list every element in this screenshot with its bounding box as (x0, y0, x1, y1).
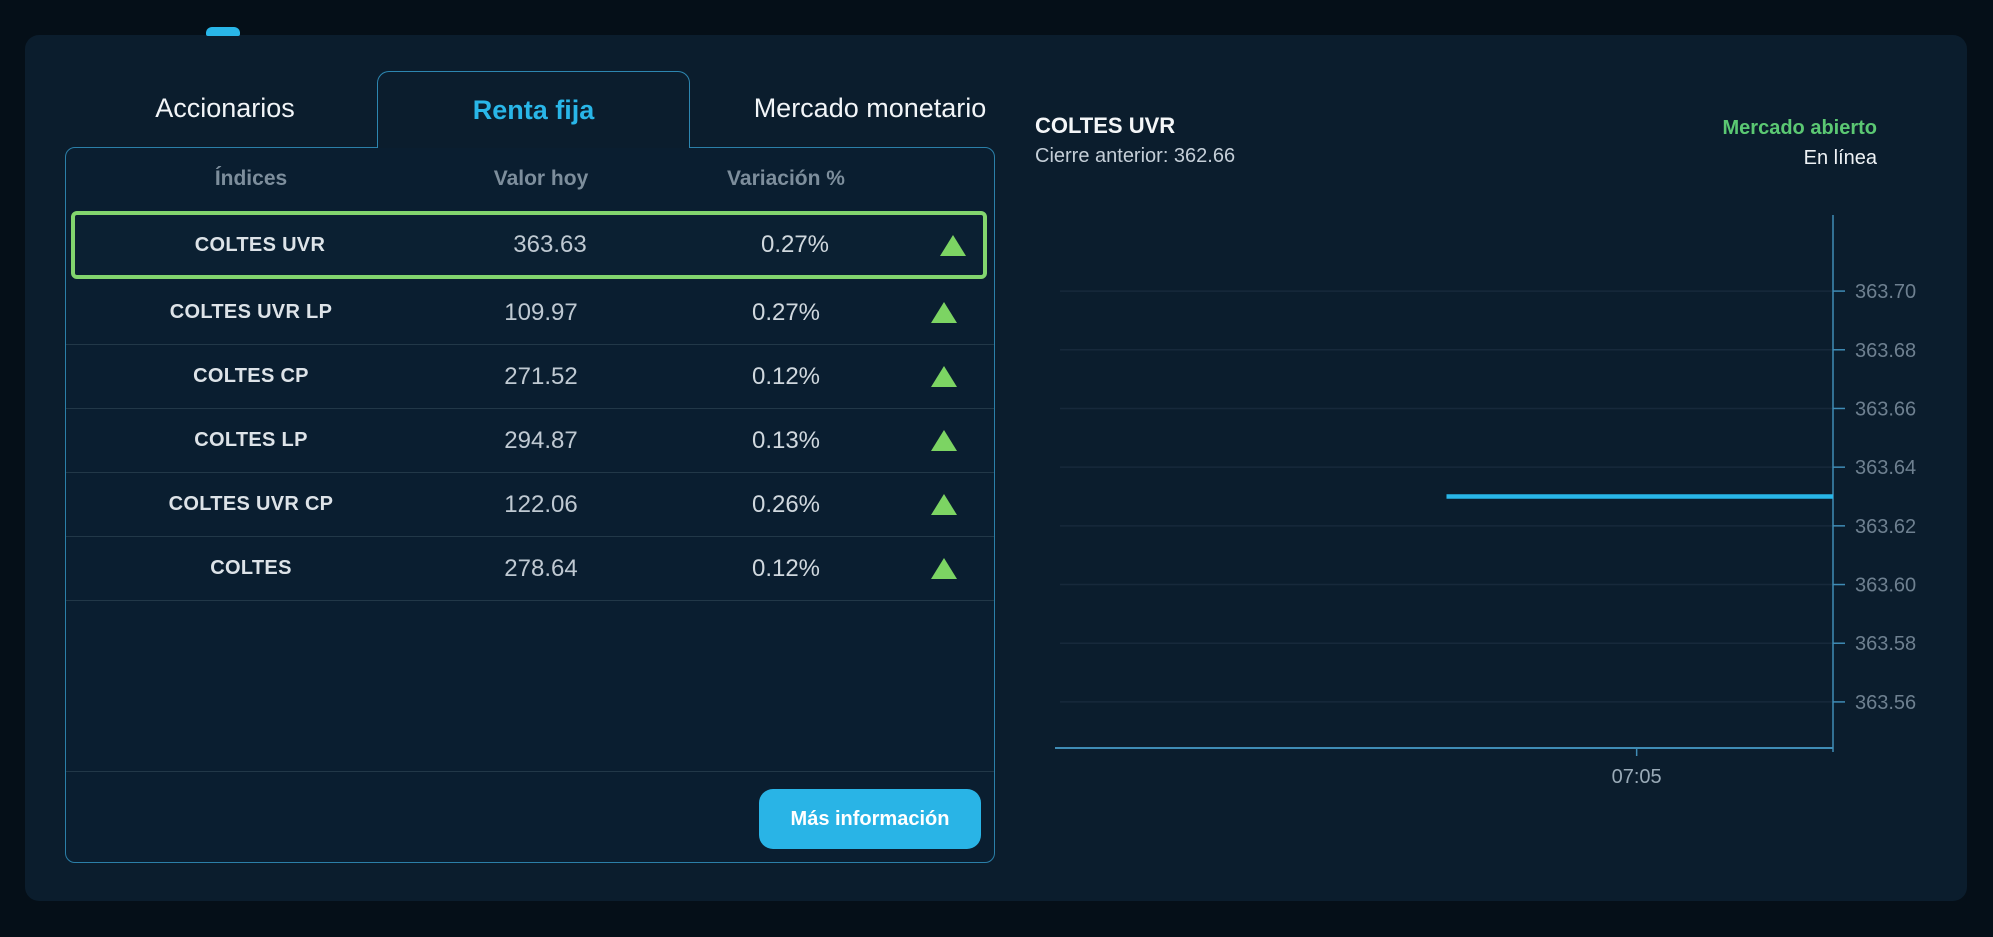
quote-status-block: Mercado abierto En línea (1723, 113, 1877, 173)
column-header-variacion: Variación % (727, 167, 845, 190)
index-name: COLTES UVR CP (168, 493, 334, 515)
index-value: 294.87 (504, 426, 578, 454)
tab-renta-fija[interactable]: Renta fija (377, 71, 690, 148)
up-triangle-icon (931, 366, 957, 387)
svg-text:363.70: 363.70 (1855, 281, 1916, 303)
svg-text:07:05: 07:05 (1612, 766, 1662, 785)
svg-text:363.64: 363.64 (1855, 457, 1916, 479)
index-name: COLTES LP (194, 429, 308, 451)
index-value: 363.63 (513, 231, 587, 258)
index-name: COLTES UVR LP (169, 301, 333, 323)
column-header-indices: Índices (214, 167, 288, 190)
table-header-row: Índices Valor hoy Variación % (66, 148, 994, 210)
table-row-selected[interactable]: COLTES UVR 363.63 0.27% (71, 211, 987, 279)
connection-status: En línea (1803, 147, 1877, 169)
index-value: 278.64 (504, 554, 578, 582)
table-row[interactable]: COLTES 278.64 0.12% (66, 537, 994, 601)
up-triangle-icon (931, 558, 957, 579)
index-name: COLTES (210, 557, 292, 579)
svg-text:363.68: 363.68 (1855, 340, 1916, 362)
indices-table: Índices Valor hoy Variación % COLTES UVR… (65, 147, 995, 863)
active-section-indicator-notch (206, 27, 240, 36)
price-chart: 363.70 363.68 363.66 363.64 363.62 363.60 363.… (1025, 205, 1935, 788)
svg-text:363.60: 363.60 (1855, 575, 1916, 597)
table-row[interactable]: COLTES LP 294.87 0.13% (66, 409, 994, 473)
up-triangle-icon (931, 430, 957, 451)
main-panel: Accionarios Renta fija Mercado monetario… (25, 35, 1967, 901)
column-header-valor-hoy: Valor hoy (493, 167, 589, 190)
svg-text:363.56: 363.56 (1855, 692, 1916, 714)
index-change: 0.26% (751, 490, 821, 518)
quote-previous-close: Cierre anterior: 362.66 (1035, 145, 1236, 167)
up-triangle-icon (931, 302, 957, 323)
tab-accionarios[interactable]: Accionarios (155, 92, 295, 123)
market-status-badge: Mercado abierto (1722, 117, 1877, 139)
index-name: COLTES CP (193, 365, 309, 387)
index-change: 0.12% (751, 554, 821, 582)
index-value: 109.97 (504, 298, 578, 326)
quote-title: COLTES UVR (1035, 113, 1176, 138)
index-value: 122.06 (504, 490, 578, 518)
up-triangle-icon (940, 234, 966, 256)
table-row[interactable]: COLTES UVR LP 109.97 0.27% (66, 281, 994, 345)
index-change: 0.27% (751, 298, 821, 326)
index-change: 0.27% (760, 231, 830, 258)
svg-text:363.62: 363.62 (1855, 516, 1916, 538)
line-chart-svg: 363.70 363.68 363.66 363.64 363.62 363.60 363.… (1055, 215, 1916, 788)
more-info-button[interactable]: Más información (759, 789, 981, 849)
svg-text:363.58: 363.58 (1855, 633, 1916, 655)
index-change: 0.12% (751, 362, 821, 390)
table-row[interactable]: COLTES UVR CP 122.06 0.26% (66, 473, 994, 537)
svg-text:363.66: 363.66 (1855, 398, 1916, 420)
index-value: 271.52 (504, 362, 578, 390)
index-name: COLTES UVR (194, 233, 326, 256)
table-row[interactable]: COLTES CP 271.52 0.12% (66, 345, 994, 409)
up-triangle-icon (931, 494, 957, 515)
tab-mercado-monetario[interactable]: Mercado monetario (753, 92, 987, 123)
index-change: 0.13% (751, 426, 821, 454)
footer-divider (66, 771, 994, 772)
